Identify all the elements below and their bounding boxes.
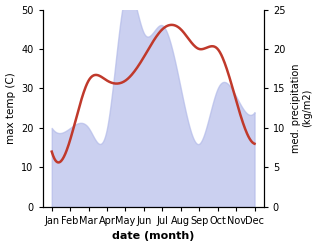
X-axis label: date (month): date (month) — [112, 231, 194, 242]
Y-axis label: med. precipitation
(kg/m2): med. precipitation (kg/m2) — [291, 63, 313, 153]
Y-axis label: max temp (C): max temp (C) — [5, 72, 16, 144]
